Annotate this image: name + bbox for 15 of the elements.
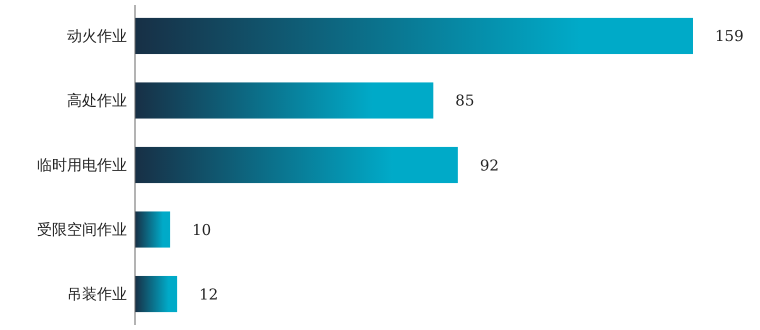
y-tick-label: 吊装作业 — [67, 284, 127, 303]
y-tick-label: 受限空间作业 — [37, 220, 127, 238]
bar — [135, 276, 178, 312]
y-tick-label: 高处作业 — [67, 91, 127, 110]
y-tick-label: 动火作业 — [67, 26, 127, 45]
y-tick-label: 临时用电作业 — [37, 156, 127, 174]
data-label: 159 — [715, 27, 744, 46]
bar — [135, 146, 458, 184]
data-label: 12 — [199, 285, 218, 304]
bar — [135, 82, 434, 119]
data-label: 92 — [480, 156, 499, 174]
bar — [135, 18, 693, 54]
bar — [135, 211, 170, 248]
data-label: 10 — [192, 220, 212, 239]
data-label: 85 — [455, 92, 474, 110]
